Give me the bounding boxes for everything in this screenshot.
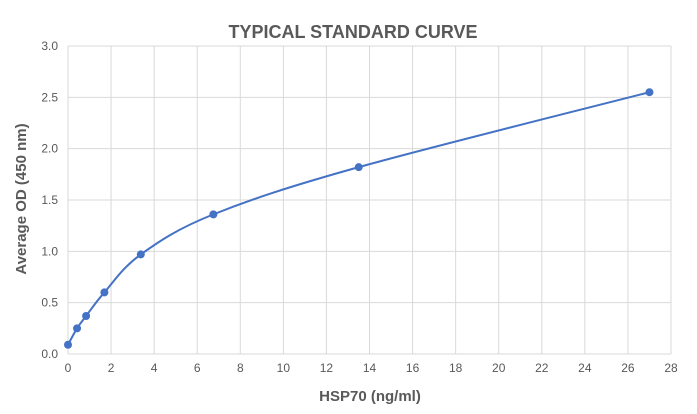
x-tick-label: 14	[363, 361, 377, 375]
data-point	[209, 210, 218, 219]
x-tick-label: 28	[664, 361, 678, 375]
data-point	[354, 163, 363, 172]
x-tick-label: 20	[492, 361, 506, 375]
y-tick-label: 1.5	[41, 193, 58, 207]
series-layer	[64, 88, 654, 349]
y-tick-label: 2.0	[41, 142, 58, 156]
x-tick-label: 4	[151, 361, 158, 375]
x-tick-label: 0	[65, 361, 72, 375]
y-axis-title: Average OD (450 nm)	[13, 123, 30, 274]
chart-title: TYPICAL STANDARD CURVE	[228, 22, 477, 42]
data-point	[64, 340, 72, 349]
series-line	[67, 91, 650, 346]
y-tick-label: 0.5	[41, 296, 58, 310]
data-point	[136, 250, 145, 259]
x-tick-label: 8	[237, 361, 244, 375]
x-tick-label: 18	[449, 361, 463, 375]
x-tick-label: 26	[621, 361, 635, 375]
x-tick-label: 10	[277, 361, 291, 375]
data-point	[73, 324, 82, 333]
y-tick-label: 2.5	[41, 90, 58, 104]
x-tick-label: 24	[578, 361, 592, 375]
x-tick-label: 2	[108, 361, 115, 375]
y-tick-label: 1.0	[41, 244, 58, 258]
x-tick-label: 16	[406, 361, 420, 375]
x-tick-label: 12	[320, 361, 334, 375]
x-axis-title: HSP70 (ng/ml)	[319, 388, 421, 405]
gridlines	[67, 45, 672, 355]
data-point	[645, 88, 654, 97]
data-point	[100, 288, 109, 297]
y-tick-label: 3.0	[41, 39, 58, 53]
tick-labels: 0.00.51.01.52.02.53.00 2 4 6 8 10 12 14 16 18 20 22…	[41, 39, 678, 375]
y-tick-label: 0.0	[41, 347, 58, 361]
x-tick-label: 6	[194, 361, 201, 375]
data-point	[82, 312, 91, 321]
x-tick-label: 22	[535, 361, 549, 375]
